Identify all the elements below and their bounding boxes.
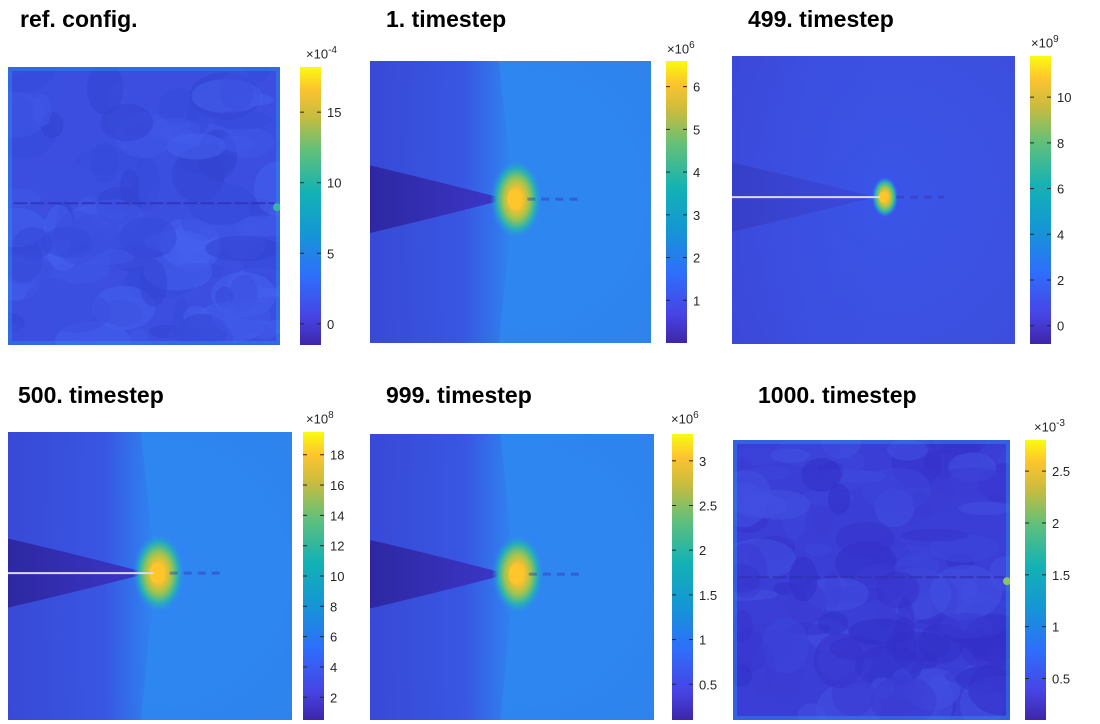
colorbar-tick-label: 1.5: [1052, 568, 1070, 583]
colorbar: 0 2 4 6 8 10: [1030, 56, 1071, 344]
colorbar-multiplier: ×109: [1031, 34, 1059, 51]
crack-tip-core: [507, 189, 522, 210]
panel-title: 1000. timestep: [758, 382, 917, 408]
colorbar-tick-label: 6: [330, 630, 337, 645]
colorbar-tick-label: 6: [693, 80, 700, 95]
colorbar-gradient: [1025, 440, 1046, 720]
colorbar-multiplier: ×10-4: [306, 45, 337, 62]
field-plot: [370, 61, 651, 343]
colorbar-tick-label: 3: [693, 208, 700, 223]
colorbar-tick-label: 5: [327, 246, 334, 261]
colorbar-tick-label: 2: [1052, 516, 1059, 531]
colorbar-tick-label: 2.5: [1052, 464, 1070, 479]
colorbar-tick-label: 1: [693, 293, 700, 308]
field-plot: [8, 67, 280, 345]
colorbar-tick-label: 14: [330, 508, 344, 523]
colorbar-tick-label: 4: [1057, 227, 1064, 242]
edge-hotspot: [273, 203, 280, 212]
colorbar-multiplier: ×108: [306, 410, 334, 427]
panel-title: ref. config.: [20, 6, 138, 32]
colorbar-tick-label: 10: [330, 569, 344, 584]
colorbar-gradient: [1030, 56, 1051, 344]
colorbar-gradient: [672, 434, 693, 720]
field-plot: [732, 56, 1015, 344]
field-plot: [8, 432, 292, 720]
colorbar-tick-label: 4: [693, 165, 700, 180]
colorbar-multiplier: ×106: [671, 410, 699, 427]
crack-tip-core: [149, 563, 164, 584]
colorbar: 1 2 3 4 5 6: [666, 61, 700, 343]
edge-hotspot: [1003, 577, 1010, 586]
colorbar-tick-label: 2.5: [699, 499, 717, 514]
field-texture: [733, 440, 1010, 720]
colorbar-multiplier: ×106: [667, 40, 695, 57]
colorbar-tick-label: 5: [693, 122, 700, 137]
colorbar-tick-label: 8: [330, 599, 337, 614]
field-plot: [733, 440, 1010, 720]
colorbar-tick-label: 1.5: [699, 588, 717, 603]
colorbar-tick-label: 2: [699, 543, 706, 558]
colorbar: 0 5 10 15: [300, 67, 341, 345]
crack-wake: [370, 539, 508, 609]
colorbar-tick-label: 12: [330, 539, 344, 554]
colorbar-tick-label: 2: [330, 690, 337, 705]
colorbar-tick-label: 10: [1057, 90, 1071, 105]
colorbar-tick-label: 0: [1057, 319, 1064, 334]
panel-title: 1. timestep: [386, 6, 507, 32]
colorbar-tick-label: 16: [330, 478, 344, 493]
field-plot: [370, 434, 654, 720]
colorbar-tick-label: 6: [1057, 182, 1064, 197]
colorbar-gradient: [300, 67, 321, 345]
colorbar-gradient: [666, 61, 687, 343]
field-texture: [8, 67, 280, 345]
colorbar-gradient: [303, 432, 324, 720]
colorbar-tick-label: 0.5: [1052, 672, 1070, 687]
crack-tip-core: [508, 564, 523, 585]
colorbar-tick-label: 10: [327, 176, 341, 191]
colorbar: 0.5 1 1.5 2 2.5 3: [672, 434, 717, 720]
colorbar-tick-label: 1: [699, 633, 706, 648]
panel-title: 999. timestep: [386, 382, 532, 408]
colorbar-tick-label: 15: [327, 105, 341, 120]
colorbar-tick-label: 2: [1057, 273, 1064, 288]
colorbar-tick-label: 2: [693, 251, 700, 266]
panel-title: 499. timestep: [748, 6, 894, 32]
colorbar: 0.5 1 1.5 2 2.5: [1025, 440, 1070, 720]
crack-wake: [370, 165, 507, 234]
colorbar-tick-label: 3: [699, 454, 706, 469]
crack-tip-core: [878, 191, 887, 203]
colorbar-tick-label: 4: [330, 660, 337, 675]
colorbar-tick-label: 1: [1052, 620, 1059, 635]
colorbar-multiplier: ×10-3: [1034, 418, 1065, 435]
colorbar-tick-label: 0: [327, 317, 334, 332]
colorbar-tick-label: 18: [330, 448, 344, 463]
colorbar: 2 4 6 8 10 12 14 16 18: [303, 432, 344, 720]
colorbar-tick-label: 0.5: [699, 677, 717, 692]
colorbar-tick-label: 8: [1057, 136, 1064, 151]
panel-title: 500. timestep: [18, 382, 164, 408]
